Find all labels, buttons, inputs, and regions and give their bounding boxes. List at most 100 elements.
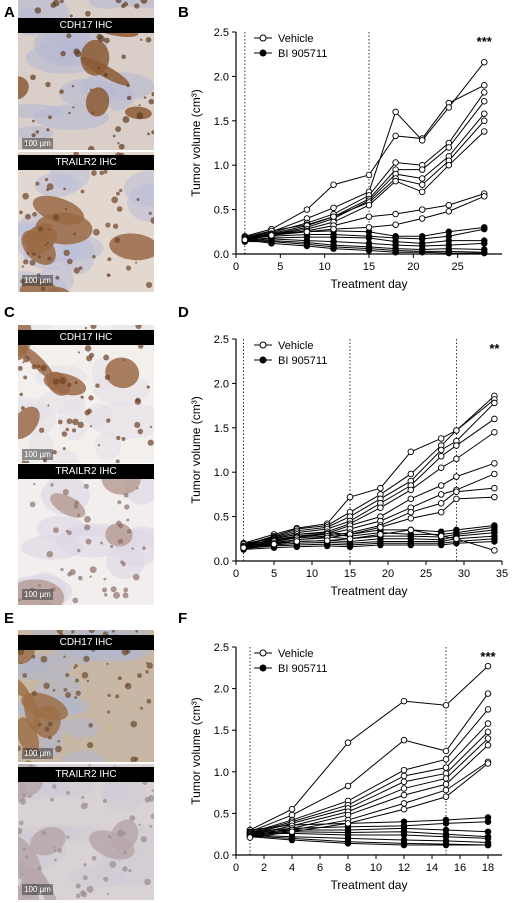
bi-905711-point [293, 543, 301, 551]
stain-speck [83, 655, 90, 663]
stain-speck [18, 827, 23, 835]
stain-speck [125, 683, 129, 687]
vehicle-point [437, 464, 445, 472]
bi-905711-point [437, 541, 445, 549]
tissue-region [85, 87, 110, 117]
vehicle-series-line [243, 398, 495, 546]
tissue-region [18, 880, 27, 900]
legend-vehicle-label: Vehicle [278, 33, 313, 45]
stain-speck [106, 273, 110, 277]
stain-speck [100, 541, 104, 545]
stain-speck [105, 222, 111, 228]
stain-speck [103, 876, 109, 882]
stain-speck [136, 197, 140, 202]
stain-speck [69, 14, 73, 18]
tissue-region [18, 76, 29, 100]
stain-speck [91, 112, 94, 115]
stain-speck [82, 875, 88, 881]
bi-905711-point [491, 538, 498, 545]
significance-marker: *** [480, 649, 496, 664]
vehicle-point [481, 89, 488, 96]
vehicle-point [303, 228, 311, 236]
stain-speck [84, 326, 88, 330]
stain-speck [76, 548, 81, 553]
stroma-patch [61, 750, 105, 762]
vehicle-series-line [243, 402, 495, 547]
stain-speck [65, 692, 72, 699]
stain-speck [149, 824, 153, 828]
y-tick-label: 2.5 [214, 642, 229, 654]
tissue-region [18, 665, 30, 698]
stain-speck [115, 459, 120, 463]
vehicle-point [400, 805, 408, 813]
vehicle-point [392, 108, 399, 116]
stain-speck [110, 586, 117, 593]
chart-tumor-volume-d: 0.0 0.5 1.0 1.5 2.0 2.5 0 5 10 15 20 25 30 35 Treatmen… [189, 334, 508, 598]
stain-speck [66, 258, 73, 265]
stain-speck [52, 449, 57, 455]
stain-speck [86, 679, 90, 683]
vehicle-point [481, 128, 488, 135]
stain-speck [32, 119, 35, 123]
stain-speck [107, 257, 112, 262]
stain-speck [46, 242, 49, 245]
panel-letter-f: F [178, 610, 188, 627]
vehicle-point [442, 756, 450, 763]
vehicle-point [445, 161, 453, 169]
vehicle-point [481, 117, 488, 125]
stain-speck [73, 232, 77, 236]
ihc-panel-c: CDH17 IHC 100 µm TRAILR2 IHC 100 µm [18, 325, 154, 605]
bi-905711-series-line [243, 535, 495, 549]
ihc-image-trailr2 [18, 764, 154, 900]
x-axis-label: Treatment day [331, 584, 408, 598]
stain-speck [71, 84, 75, 88]
stain-speck [88, 630, 95, 634]
stain-speck [80, 395, 84, 399]
stain-speck [47, 256, 52, 261]
stain-speck [89, 88, 93, 91]
stain-speck [146, 662, 153, 669]
tissue-region [88, 830, 135, 860]
vehicle-point [407, 486, 415, 494]
tissue-region [18, 717, 40, 755]
stain-speck [53, 845, 56, 848]
vehicle-series-line [249, 761, 489, 838]
legend-bi-label: BI 905711 [278, 663, 327, 675]
bi-905711-series-line [249, 817, 489, 831]
stain-speck [106, 662, 109, 666]
x-tick-label: 25 [420, 568, 432, 580]
bi-905711-point [344, 840, 352, 847]
stain-speck [83, 515, 91, 523]
stain-speck [107, 835, 112, 839]
significance-marker: *** [477, 34, 493, 49]
stain-speck [57, 419, 63, 425]
vehicle-point [453, 427, 460, 434]
stain-speck [118, 143, 125, 150]
stain-speck [18, 820, 24, 826]
stain-speck [22, 793, 26, 797]
vehicle-series-line [249, 763, 489, 839]
bi-905711-series-line [243, 538, 495, 550]
stain-speck [151, 91, 154, 97]
ihc-title-trailr2: TRAILR2 IHC [18, 767, 154, 782]
vehicle-point [484, 760, 492, 767]
stain-speck [146, 385, 150, 389]
stain-speck [121, 54, 126, 60]
bi-905711-series-line [249, 831, 489, 838]
tissue-region [80, 56, 130, 86]
stain-speck [121, 648, 129, 656]
stain-speck [84, 345, 92, 352]
stain-speck [103, 169, 108, 174]
vehicle-series-line [243, 418, 495, 545]
y-tick-label: 2.5 [214, 27, 229, 39]
vehicle-point [484, 690, 492, 697]
y-tick-label: 1.5 [214, 725, 229, 737]
stain-speck [75, 883, 81, 889]
tissue-region [18, 834, 42, 883]
vehicle-point [418, 181, 426, 188]
vehicle-point [392, 210, 399, 218]
stain-speck [128, 869, 132, 873]
bi-905711-point [392, 248, 399, 256]
legend-bi-label: BI 905711 [278, 48, 327, 60]
vehicle-point [288, 828, 296, 835]
